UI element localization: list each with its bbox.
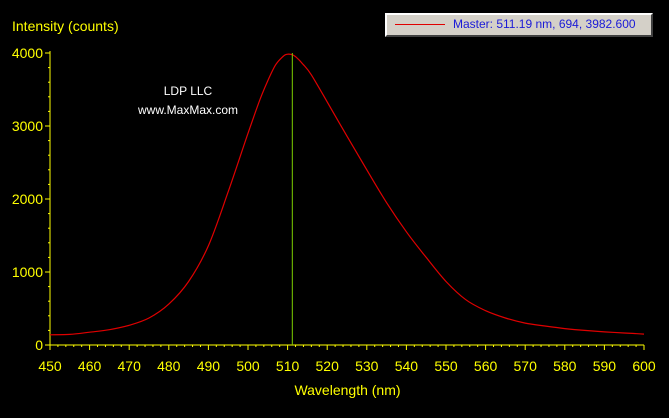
legend-swatch — [395, 24, 445, 25]
x-tick-label: 600 — [632, 358, 656, 374]
x-tick-label: 450 — [38, 358, 62, 374]
chart-ticks: 450 460 470 480 490 500 510 520 530 540 550 560 570 5… — [12, 45, 656, 374]
y-tick-label: 4000 — [12, 45, 43, 61]
x-tick-label: 480 — [157, 358, 181, 374]
x-tick-label: 530 — [355, 358, 379, 374]
x-tick-label: 560 — [474, 358, 498, 374]
x-tick-label: 510 — [276, 358, 300, 374]
legend[interactable]: Master: 511.19 nm, 694, 3982.600 — [385, 13, 653, 37]
y-tick-label: 2000 — [12, 191, 43, 207]
x-tick-label: 580 — [553, 358, 577, 374]
x-tick-label: 470 — [118, 358, 142, 374]
chart-axes — [49, 51, 644, 346]
y-tick-label: 1000 — [12, 264, 43, 280]
x-tick-label: 590 — [593, 358, 617, 374]
x-tick-label: 540 — [395, 358, 419, 374]
y-tick-label: 3000 — [12, 118, 43, 134]
x-tick-label: 570 — [514, 358, 538, 374]
annotation-website: www.MaxMax.com — [137, 103, 238, 117]
x-tick-label: 520 — [316, 358, 340, 374]
y-tick-label: 0 — [35, 337, 43, 353]
x-tick-label: 550 — [434, 358, 458, 374]
y-axis-label: Intensity (counts) — [12, 18, 119, 34]
x-tick-label: 460 — [78, 358, 102, 374]
spectrum-line — [49, 53, 645, 336]
annotation-company: LDP LLC — [163, 84, 213, 98]
chart-marks — [49, 53, 645, 345]
legend-entry: Master: 511.19 nm, 694, 3982.600 — [453, 17, 636, 31]
x-tick-label: 500 — [236, 358, 260, 374]
x-axis-label: Wavelength (nm) — [294, 382, 401, 398]
x-tick-label: 490 — [197, 358, 221, 374]
